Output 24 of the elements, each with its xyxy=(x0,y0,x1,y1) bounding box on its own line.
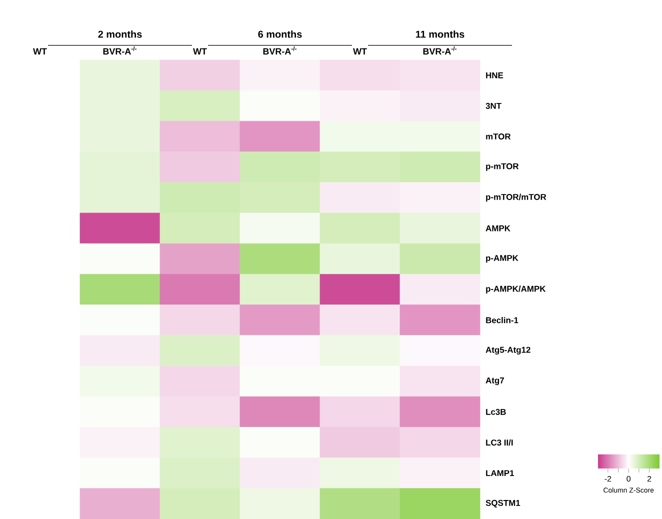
y-tick-label: LAMP1 xyxy=(486,470,514,476)
x-tick-label: WT xyxy=(33,48,47,54)
text: 2 months xyxy=(98,30,142,38)
y-tick-label: SQSTM1 xyxy=(486,500,520,508)
y-tick-label: p-AMPK xyxy=(486,255,518,263)
y-tick-label: 3NT xyxy=(486,102,502,109)
y-tick-label: p-mTOR xyxy=(486,163,519,171)
x-tick-label: WT xyxy=(193,48,207,54)
text: 6 months xyxy=(258,30,302,38)
y-tick-label: p-mTOR/mTOR xyxy=(486,194,546,202)
y-tick-label: mTOR xyxy=(486,134,511,140)
y-tick-label: AMPK xyxy=(486,225,510,232)
x-tick-label: BVR-A$^{-/-}$ xyxy=(423,46,457,54)
y-tick-label: Atg5-Atg12 xyxy=(486,346,530,355)
x-tick-label: BVR-A$^{-/-}$ xyxy=(263,46,297,54)
y-tick-label: HNE xyxy=(486,72,504,78)
text: 11 months xyxy=(416,30,464,38)
x-tick-label: WT xyxy=(353,48,367,54)
y-tick-label: p-AMPK/AMPK xyxy=(486,286,546,294)
y-tick-label: Beclin-1 xyxy=(486,316,518,324)
y-tick-label: Atg7 xyxy=(486,377,504,386)
y-tick-label: Lc3B xyxy=(486,408,506,415)
y-tick-label: LC3 II/I xyxy=(486,439,513,446)
x-tick-label: BVR-A$^{-/-}$ xyxy=(103,46,137,54)
